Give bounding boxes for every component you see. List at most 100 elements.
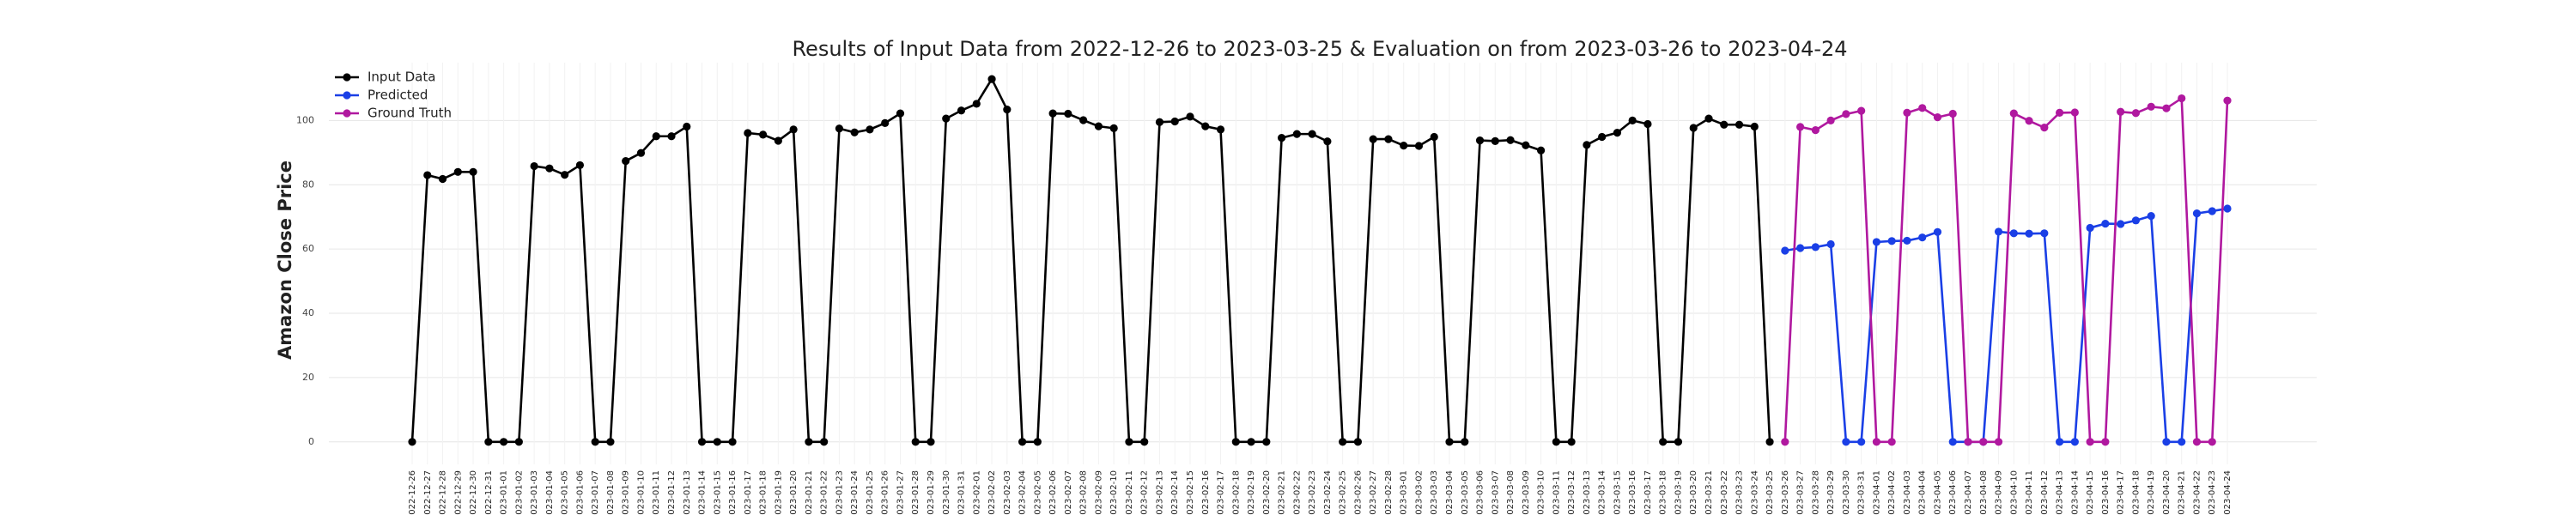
legend-label: Predicted (368, 88, 428, 103)
x-tick-label: 2023-02-13 (1155, 470, 1164, 515)
data-point (1522, 141, 1530, 149)
data-point (1292, 130, 1301, 138)
data-point (1781, 246, 1789, 255)
legend-marker (343, 73, 351, 82)
data-point (1887, 237, 1896, 245)
x-tick-label: 2023-01-15 (713, 470, 722, 515)
x-tick-label: 2023-01-13 (683, 470, 692, 515)
x-tick-label: 2022-12-31 (484, 470, 494, 515)
data-point (1567, 438, 1576, 446)
x-tick-label: 2023-03-17 (1643, 470, 1653, 515)
data-point (1857, 438, 1866, 446)
x-tick-label: 2023-01-25 (866, 470, 875, 515)
data-point (1918, 233, 1927, 242)
x-tick-label: 2023-01-22 (820, 470, 829, 515)
data-point (1552, 438, 1560, 446)
data-point (1170, 117, 1179, 126)
data-point (1872, 238, 1881, 246)
data-point (1750, 122, 1759, 131)
x-tick-label: 2023-03-30 (1842, 470, 1851, 515)
data-point (1933, 227, 1942, 236)
data-point (2101, 438, 2110, 446)
data-point (636, 148, 646, 157)
x-tick-label: 2023-01-02 (514, 470, 524, 515)
data-point (2131, 109, 2141, 118)
data-point (2117, 107, 2125, 116)
data-point (1887, 438, 1896, 446)
x-tick-label: 2023-01-27 (896, 470, 905, 515)
data-point (1384, 135, 1393, 143)
data-point (2178, 438, 2186, 446)
data-point (2040, 124, 2049, 132)
x-tick-label: 2023-03-03 (1430, 470, 1439, 515)
data-point (2101, 219, 2110, 228)
x-tick-label: 2023-01-23 (835, 470, 844, 515)
data-point (561, 171, 569, 179)
data-point (728, 438, 737, 446)
data-point (1918, 104, 1927, 112)
data-point (1903, 108, 1911, 118)
x-tick-label: 2023-03-02 (1414, 470, 1424, 515)
x-tick-label: 2023-02-28 (1384, 470, 1394, 515)
x-tick-label: 2023-02-05 (1033, 470, 1042, 515)
data-point (408, 438, 416, 446)
x-tick-label: 2023-04-02 (1887, 470, 1897, 515)
data-point (1643, 119, 1652, 129)
data-point (1018, 438, 1027, 446)
x-tick-label: 2023-01-09 (622, 470, 631, 515)
data-point (713, 438, 721, 446)
x-tick-label: 2023-02-14 (1170, 470, 1180, 515)
data-point (1735, 120, 1744, 129)
data-point (591, 438, 599, 446)
data-point (1140, 438, 1149, 446)
x-tick-label: 2023-02-01 (972, 470, 981, 515)
x-tick-label: 2023-03-22 (1720, 470, 1729, 515)
data-point (2192, 438, 2202, 446)
y-tick-label: 60 (302, 243, 314, 254)
data-point (1109, 124, 1118, 132)
x-tick-label: 2023-04-03 (1903, 470, 1912, 515)
data-point (1445, 438, 1454, 446)
data-point (2162, 104, 2171, 112)
x-tick-label: 2023-03-11 (1552, 470, 1561, 515)
x-tick-label: 2023-02-26 (1353, 470, 1363, 515)
legend-label: Input Data (368, 70, 435, 85)
data-point (805, 438, 813, 446)
y-tick-label: 80 (302, 179, 314, 190)
x-tick-label: 2023-03-13 (1583, 470, 1592, 515)
y-tick-label: 0 (308, 436, 314, 447)
legend-label: Ground Truth (368, 106, 452, 121)
x-tick-label: 2023-01-19 (774, 470, 783, 515)
x-tick-label: 2023-03-19 (1674, 470, 1683, 515)
data-point (1475, 136, 1485, 145)
data-point (1414, 142, 1424, 150)
x-tick-label: 2023-04-07 (1964, 470, 1973, 515)
x-tick-label: 2023-03-08 (1506, 470, 1516, 515)
data-point (881, 118, 890, 127)
x-tick-label: 2023-03-16 (1628, 470, 1637, 515)
x-tick-label: 2023-03-04 (1445, 470, 1455, 515)
x-tick-label: 2023-02-03 (1003, 470, 1012, 515)
x-tick-label: 2023-01-24 (850, 470, 860, 515)
data-point (1857, 106, 1866, 115)
x-tick-label: 2023-03-27 (1796, 470, 1806, 515)
data-point (1826, 239, 1835, 249)
x-tick-label: 2023-04-24 (2223, 470, 2233, 515)
data-point (1704, 114, 1713, 123)
x-tick-label: 2023-04-19 (2147, 470, 2156, 515)
x-tick-label: 2023-03-31 (1857, 470, 1867, 515)
legend-marker (343, 91, 351, 100)
data-point (1689, 124, 1698, 132)
data-point (972, 100, 981, 108)
data-point (1247, 438, 1255, 446)
x-tick-label: 2023-02-17 (1217, 470, 1226, 515)
chart-title: Results of Input Data from 2022-12-26 to… (792, 37, 1847, 61)
data-point (530, 161, 538, 171)
x-tick-label: 2023-02-25 (1339, 470, 1348, 515)
x-tick-label: 2023-03-14 (1598, 470, 1607, 515)
data-point (1720, 120, 1728, 129)
data-point (1400, 141, 1408, 150)
x-tick-label: 2023-01-10 (636, 470, 646, 515)
data-point (2055, 108, 2064, 118)
